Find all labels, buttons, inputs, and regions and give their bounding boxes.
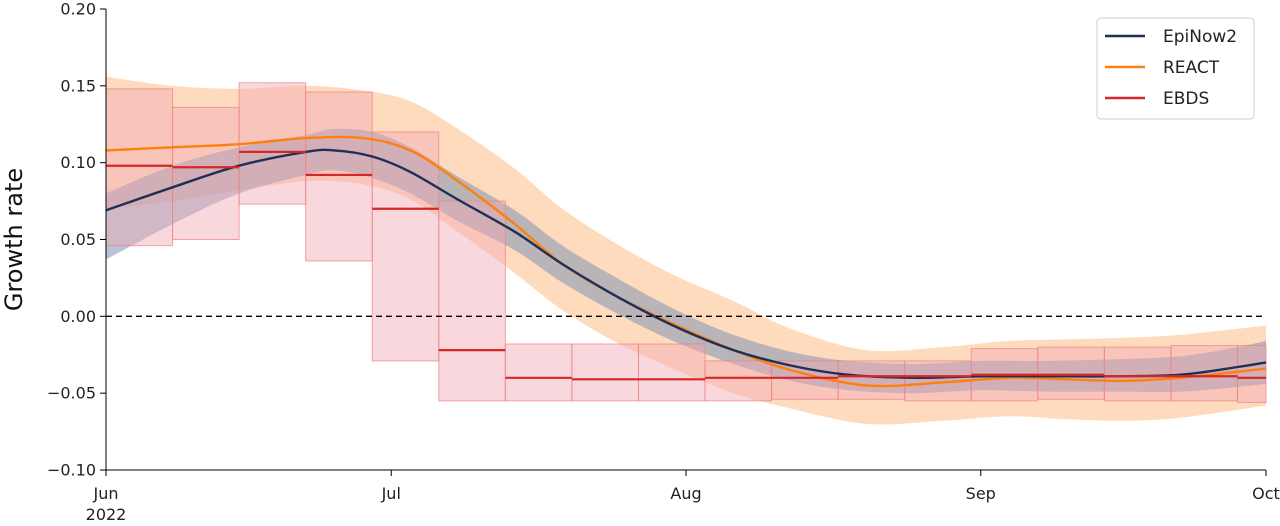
x-axis-ticks: Jun 2022 Jul Aug Sep Oct (86, 470, 1280, 524)
ebds-interval-box (504, 343, 573, 402)
ebds-interval-box (1236, 345, 1267, 403)
y-tick-label: −0.05 (47, 384, 96, 403)
x-tick-label: Jul (381, 484, 401, 503)
legend-label-epinow2: EpiNow2 (1163, 27, 1237, 47)
ebds-interval-box (1103, 346, 1172, 402)
legend: EpiNow2 REACT EBDS (1096, 17, 1255, 120)
y-tick-label: 0.20 (60, 0, 96, 19)
ebds-interval-box (305, 91, 373, 262)
legend-label-ebds: EBDS (1163, 89, 1209, 109)
y-axis-label: Growth rate (0, 168, 28, 311)
legend-label-react: REACT (1163, 58, 1220, 78)
legend-box (1096, 17, 1255, 120)
x-tick-label: Oct (1252, 484, 1280, 503)
y-tick-label: 0.00 (60, 307, 96, 326)
ebds-interval-box (1037, 346, 1105, 400)
y-tick-label: 0.15 (60, 76, 96, 95)
ebds-boxes (105, 82, 1267, 403)
x-tick-label: Aug (670, 484, 701, 503)
x-tick-label: Jun (93, 484, 119, 503)
y-tick-label: −0.10 (47, 461, 96, 480)
uncertainty-bands (106, 76, 1266, 425)
x-tick-label: Sep (966, 484, 996, 503)
y-tick-label: 0.10 (60, 153, 96, 172)
ebds-interval-box (371, 131, 440, 362)
ebds-interval-box (438, 200, 506, 402)
ebds-interval-box (172, 106, 240, 240)
y-axis-ticks: −0.10 −0.05 0.00 0.05 0.10 0.15 0.20 (47, 0, 106, 480)
ebds-interval-box (837, 360, 906, 400)
ebds-interval-box (571, 343, 639, 402)
line-epinow2 (105, 148, 1267, 380)
ebds-interval-box (637, 343, 706, 402)
series-lines (105, 135, 1267, 388)
ebds-interval-box (105, 88, 174, 247)
ebds-interval-box (704, 360, 773, 402)
x-tick-year-label: 2022 (86, 505, 127, 524)
y-tick-label: 0.05 (60, 230, 96, 249)
band-epinow2 (106, 128, 1266, 394)
